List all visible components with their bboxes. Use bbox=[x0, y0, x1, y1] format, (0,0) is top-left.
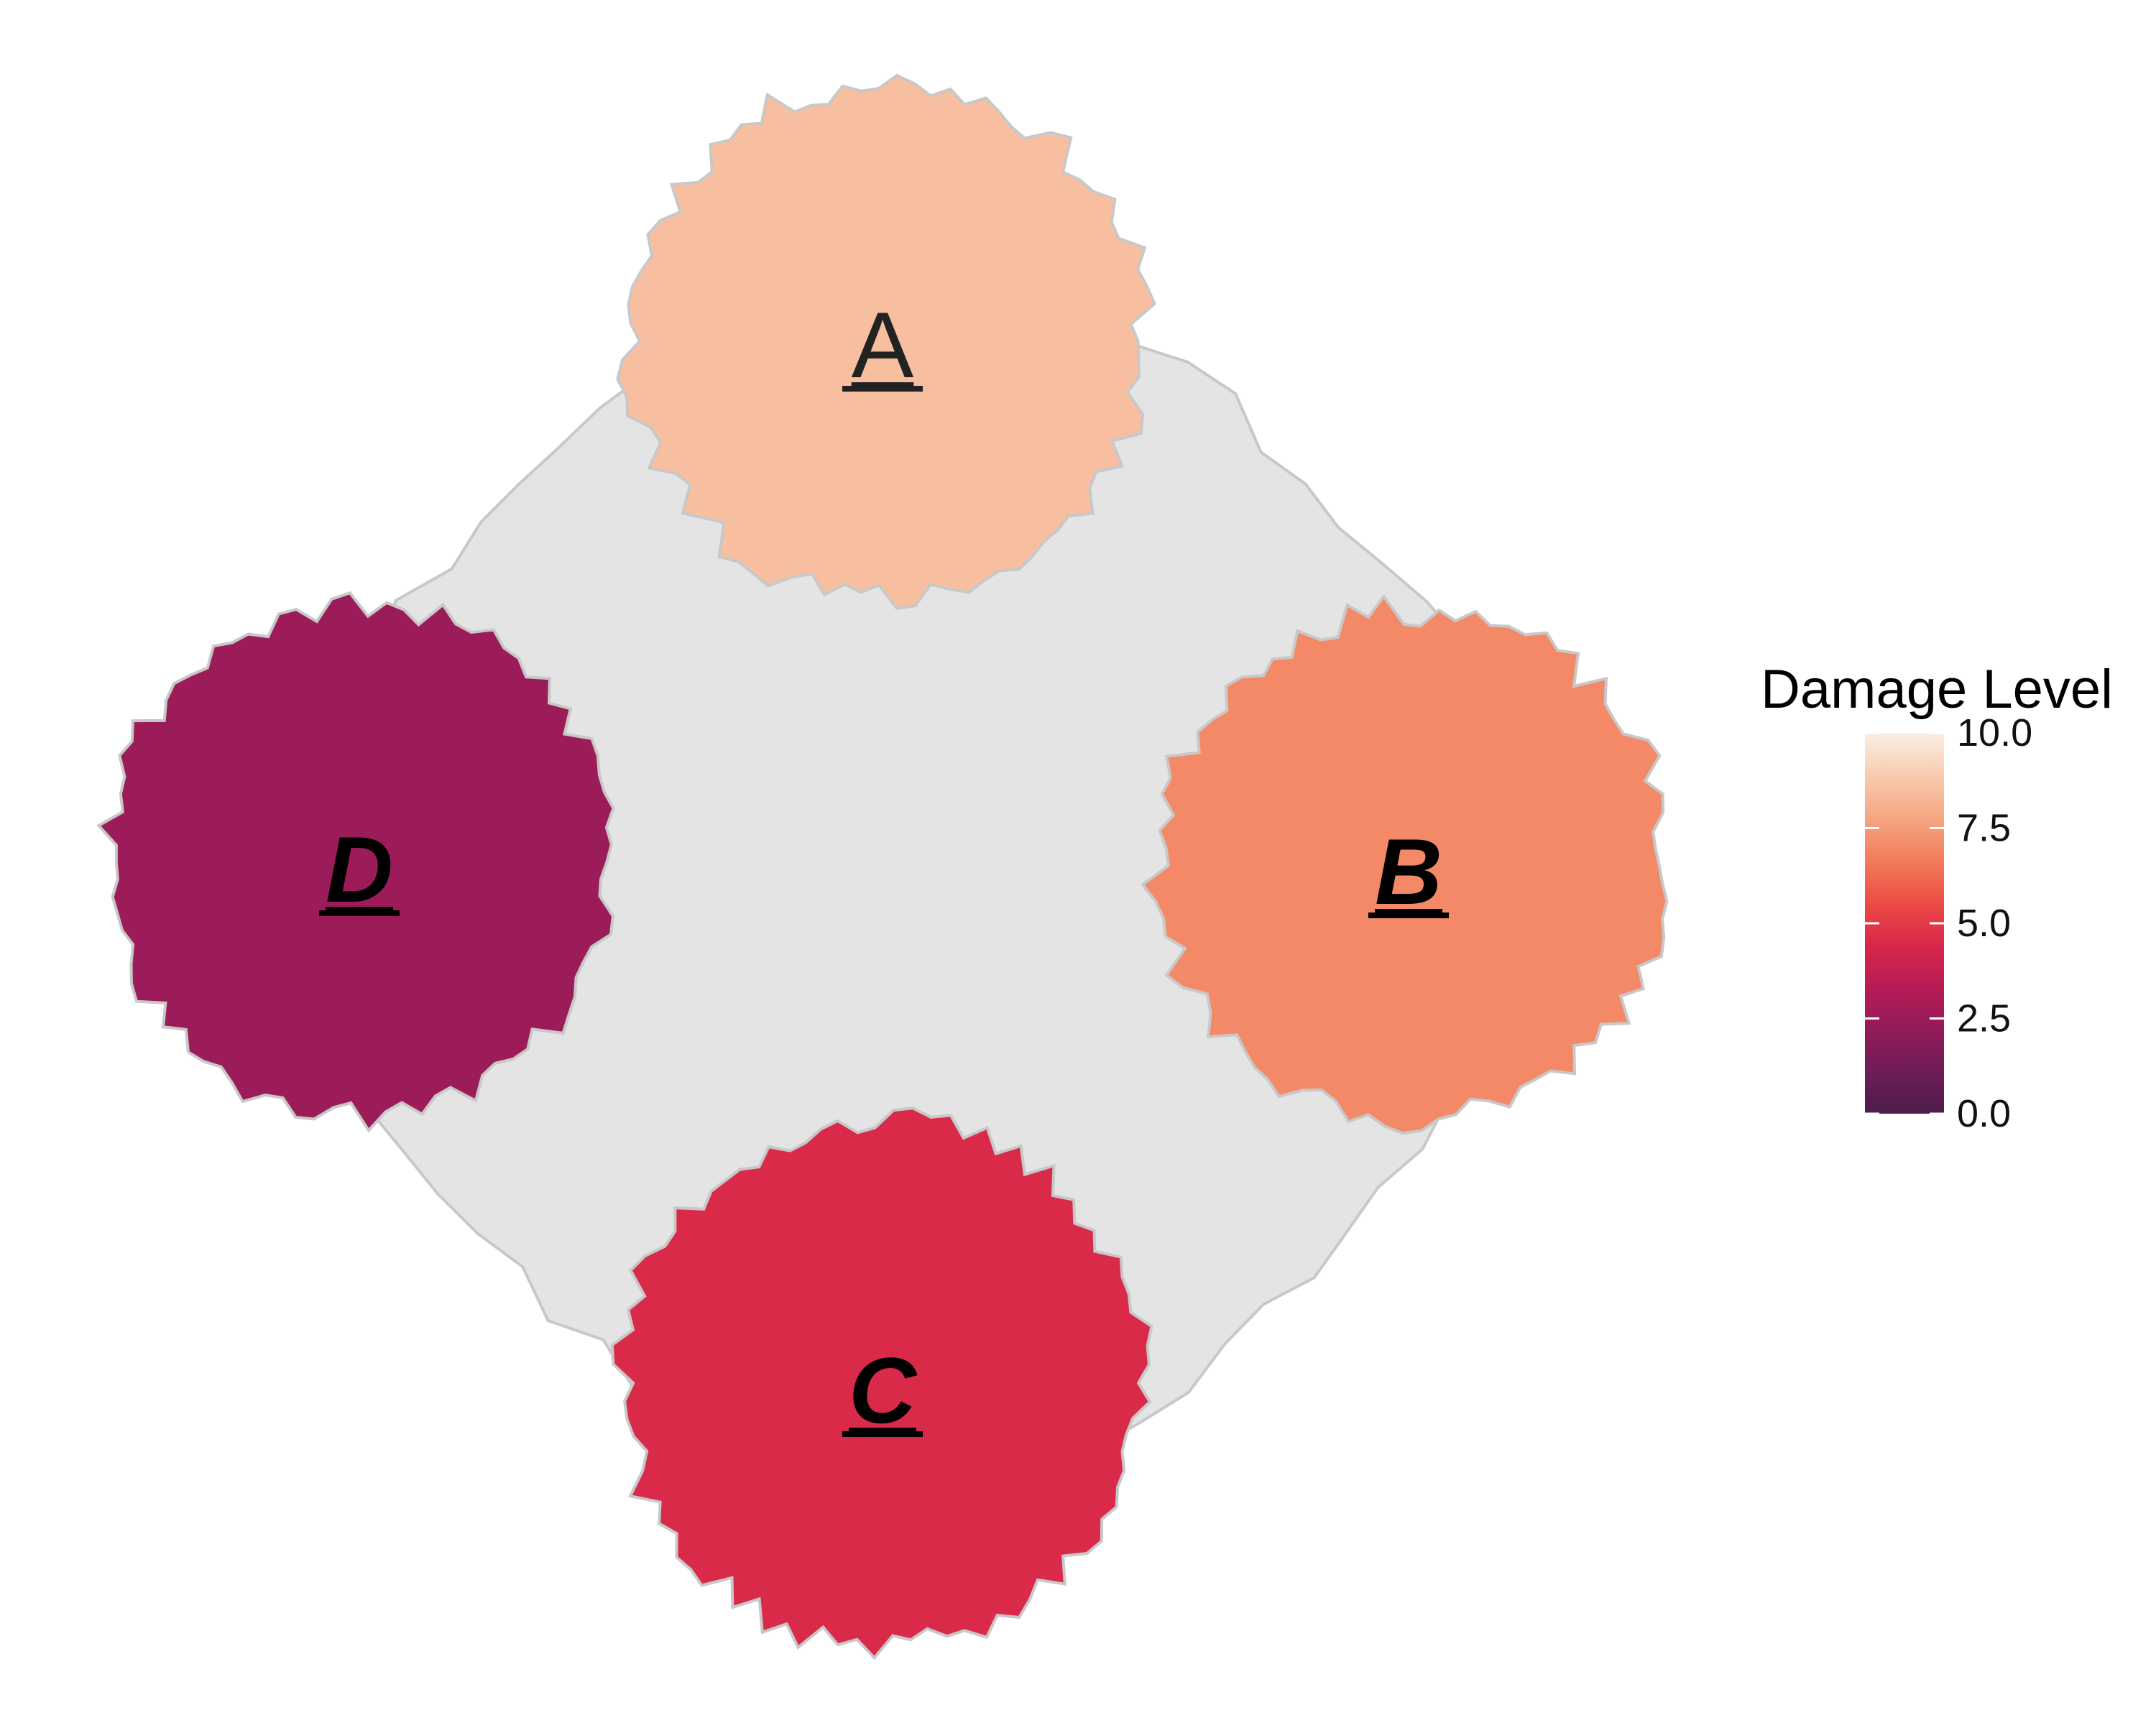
region-label-c: C bbox=[849, 1338, 918, 1443]
legend-tick-label: 10.0 bbox=[1957, 711, 2032, 754]
legend-tick-label: 0.0 bbox=[1957, 1092, 2011, 1135]
map-layer: A B C D bbox=[96, 73, 1669, 1660]
legend: Damage Level 0.0 2.5 5.0 7.5 10.0 bbox=[1761, 659, 2113, 1135]
legend-tick-label: 7.5 bbox=[1957, 807, 2011, 850]
region-label-d: D bbox=[326, 817, 393, 922]
region-b[interactable]: B bbox=[1141, 593, 1669, 1135]
region-shape-c[interactable] bbox=[610, 1106, 1153, 1660]
region-label-underline-d bbox=[319, 910, 400, 916]
region-label-a: A bbox=[852, 292, 914, 397]
region-label-underline-b bbox=[1368, 912, 1449, 918]
region-shape-a[interactable] bbox=[616, 73, 1156, 610]
region-d[interactable]: D bbox=[96, 591, 615, 1133]
region-c[interactable]: C bbox=[610, 1106, 1153, 1660]
region-a[interactable]: A bbox=[616, 73, 1156, 610]
legend-title: Damage Level bbox=[1761, 659, 2113, 720]
region-label-underline-a bbox=[842, 386, 923, 392]
region-label-underline-c bbox=[842, 1431, 923, 1437]
region-shape-d[interactable] bbox=[96, 591, 615, 1133]
legend-tick-label: 2.5 bbox=[1957, 997, 2011, 1040]
legend-tick-label: 5.0 bbox=[1957, 902, 2011, 945]
region-label-b: B bbox=[1375, 819, 1442, 924]
region-shape-b[interactable] bbox=[1141, 593, 1669, 1135]
